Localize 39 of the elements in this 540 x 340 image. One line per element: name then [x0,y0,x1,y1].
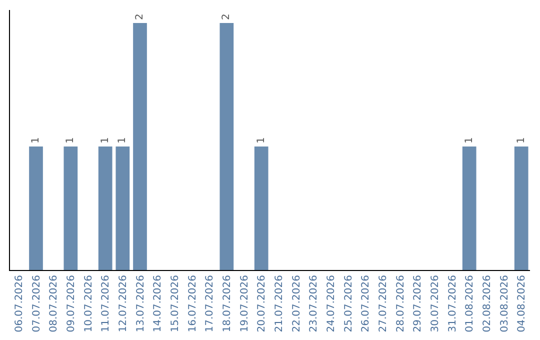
x-tick-label: 22.07.2026 [291,275,302,332]
x-tick-label: 15.07.2026 [170,275,181,332]
x-tick-label: 24.07.2026 [326,275,337,332]
x-tick-label: 16.07.2026 [187,275,198,332]
data-label: 2 [221,14,232,20]
data-label: 1 [464,137,475,144]
x-tick-label: 02.08.2026 [482,275,493,332]
x-tick-label: 25.07.2026 [343,275,354,332]
x-tick-label: 19.07.2026 [239,275,250,332]
x-tick-label: 28.07.2026 [395,275,406,332]
x-tick-label: 06.07.2026 [14,275,25,332]
x-tick-label: 08.07.2026 [48,275,60,332]
data-label: 1 [256,137,267,144]
x-tick-label: 31.07.2026 [447,275,458,332]
x-tick-label: 11.07.2026 [100,275,112,332]
x-tick-label: 13.07.2026 [135,275,146,332]
x-tick-label: 30.07.2026 [430,275,441,332]
x-tick-label: 18.07.2026 [222,275,233,332]
data-label: 2 [134,14,146,20]
x-tick-label: 07.07.2026 [31,275,42,332]
x-tick-label: 14.07.2026 [152,275,164,332]
data-label: 1 [516,137,527,144]
data-label: 1 [65,137,76,144]
x-tick-label: 03.08.2026 [499,275,510,332]
x-tick-label: 21.07.2026 [274,275,285,332]
x-tick-label: 12.07.2026 [118,275,129,332]
x-tick-label: 29.07.2026 [412,275,424,332]
data-label: 1 [100,137,111,144]
x-tick-label: 10.07.2026 [83,275,94,332]
x-tick-label: 17.07.2026 [204,275,216,332]
x-tick-label: 09.07.2026 [66,275,77,332]
x-tick-label: 26.07.2026 [360,275,372,332]
data-label: 1 [117,137,128,144]
x-tick-label: 20.07.2026 [256,275,268,332]
x-tick-label: 04.08.2026 [516,275,528,332]
x-tick-label: 27.07.2026 [378,275,389,332]
x-tick-label: 01.08.2026 [464,275,476,332]
x-tick-label: 23.07.2026 [308,275,320,332]
data-label: 1 [30,137,42,144]
